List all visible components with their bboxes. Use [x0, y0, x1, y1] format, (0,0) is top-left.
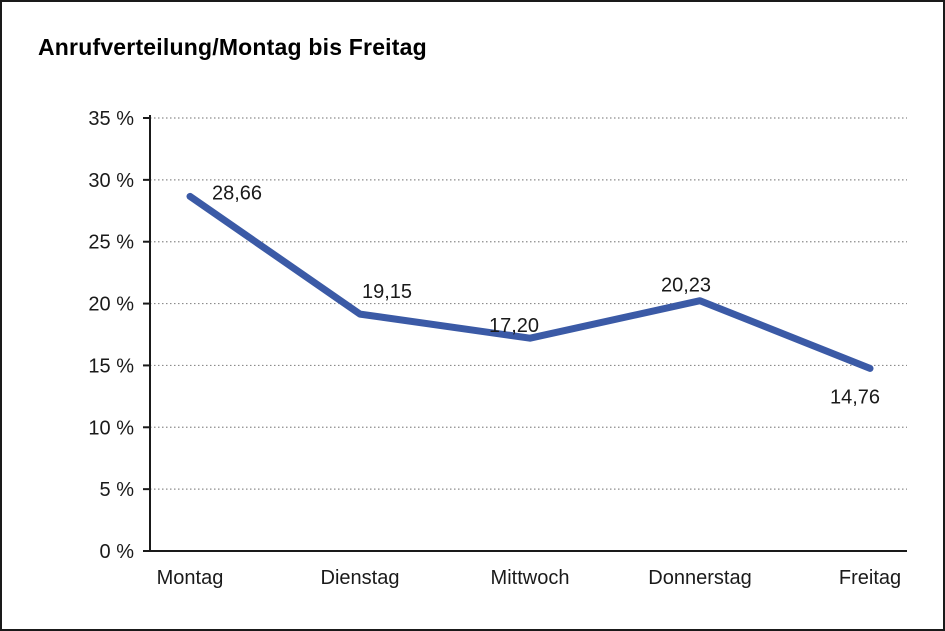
y-axis-label: 20 %	[88, 294, 134, 316]
data-point-label: 20,23	[661, 275, 711, 297]
y-axis-label: 30 %	[88, 170, 134, 192]
x-axis-label: Donnerstag	[648, 567, 751, 589]
chart-title: Anrufverteilung/Montag bis Freitag	[38, 34, 427, 60]
x-axis-label: Freitag	[839, 567, 901, 589]
y-axis-label: 35 %	[88, 108, 134, 130]
data-point-label: 28,66	[212, 182, 262, 204]
y-axis-label: 15 %	[88, 355, 134, 377]
y-axis-label: 25 %	[88, 232, 134, 254]
y-axis-label: 5 %	[100, 479, 135, 501]
x-axis-label: Dienstag	[321, 567, 400, 589]
x-axis-label: Montag	[157, 567, 224, 589]
y-axis-label: 0 %	[100, 541, 135, 563]
data-point-label: 19,15	[362, 281, 412, 303]
data-series-line	[186, 192, 874, 372]
x-axis-label: Mittwoch	[491, 567, 570, 589]
data-point-label: 17,20	[489, 315, 539, 337]
data-point-label: 14,76	[830, 386, 880, 408]
y-axis-label: 10 %	[88, 417, 134, 439]
